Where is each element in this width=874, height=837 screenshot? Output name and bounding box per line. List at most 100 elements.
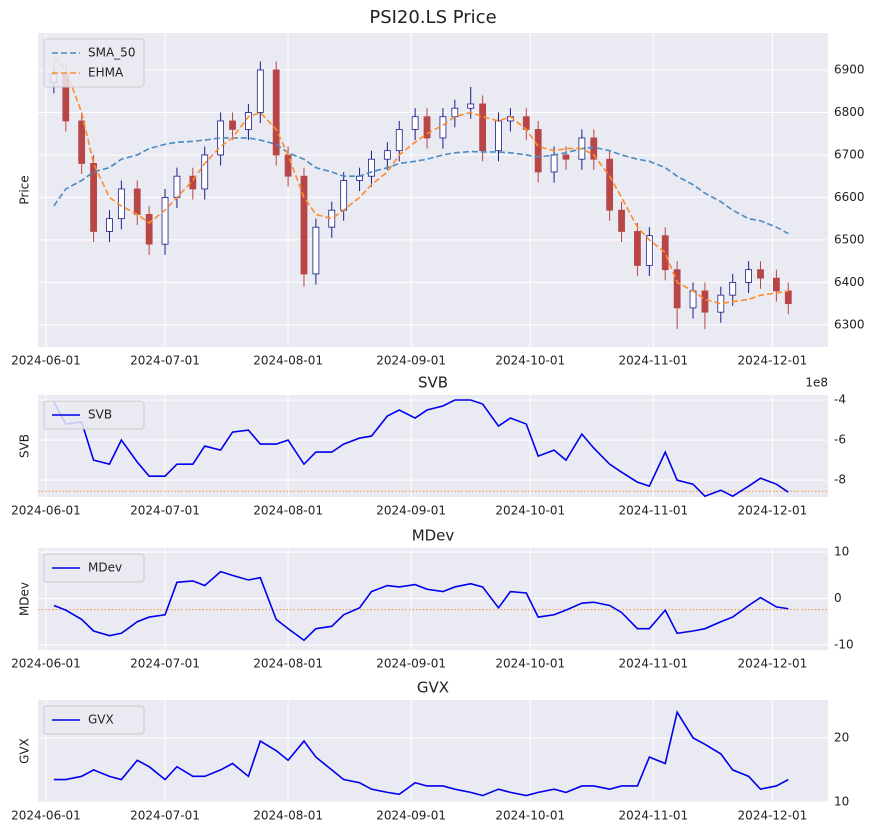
x-tick-label: 2024-06-01 [11,657,81,671]
x-tick-label: 2024-07-01 [130,657,200,671]
y-tick-label: -6 [834,433,846,447]
y-tick-label: 6600 [834,190,865,204]
candle-body [495,120,502,152]
candle-body [173,175,181,198]
y-tick-label: 10 [834,545,849,559]
chart-title: PSI20.LS Price [369,7,496,28]
x-tick-label: 2024-11-01 [618,354,688,368]
x-tick-label: 2024-09-01 [376,809,446,823]
x-tick-label: 2024-09-01 [376,354,446,368]
x-tick-label: 2024-09-01 [376,657,446,671]
candle-body [701,290,709,313]
candle-body [284,154,292,177]
x-tick-label: 2024-08-01 [253,809,323,823]
panel-title: SVB [418,374,448,392]
x-tick-label: 2024-10-01 [495,354,565,368]
x-tick-label: 2024-08-01 [253,354,323,368]
y-tick-label: 10 [834,795,849,809]
candle-body [729,282,737,296]
candle-body [229,120,236,130]
legend-box [43,553,145,583]
candle-body [133,188,141,215]
series-line [53,710,789,797]
candle-body [300,175,308,275]
candle-body [745,269,753,283]
y-tick-label: 6900 [834,62,865,76]
candle-body [368,158,375,177]
candle-body [245,112,252,130]
y-axis-label: SVB [18,434,32,458]
y-tick-label: -8 [834,473,846,487]
y-tick-label: 6800 [834,105,865,119]
x-tick-label: 2024-06-01 [11,809,81,823]
x-tick-label: 2024-08-01 [253,504,323,518]
series-line [53,399,789,498]
plot-area [38,395,828,497]
y-tick-label: 6400 [834,275,865,289]
x-tick-label: 2024-07-01 [130,809,200,823]
candle-body [439,116,447,139]
y-tick-label: 6700 [834,147,865,161]
series-line [53,570,789,642]
candle-body [467,103,475,109]
legend-box [43,400,145,430]
candle-body [689,290,697,309]
candle-body [645,235,653,266]
x-tick-label: 2024-11-01 [618,809,688,823]
legend-label: GVX [88,713,114,727]
y-axis-label: MDev [18,582,32,616]
x-tick-label: 2024-08-01 [253,657,323,671]
x-tick-label: 2024-06-01 [11,354,81,368]
candle-body [161,197,169,245]
candle-body [383,150,391,160]
candle-body [618,209,625,232]
candle-body [451,107,459,118]
x-tick-label: 2024-11-01 [618,504,688,518]
candle-body [312,226,320,275]
candle-body [784,290,792,305]
candle-body [411,116,419,130]
x-tick-label: 2024-10-01 [495,504,565,518]
candle-body [145,214,153,245]
candle-body [256,69,264,113]
panel-title: GVX [417,679,449,697]
x-tick-label: 2024-12-01 [738,504,808,518]
legend-box [43,38,145,88]
candle-body [272,69,280,156]
y-tick-label: -10 [834,637,854,651]
legend-label: SVB [88,408,112,422]
y-axis-label: GVX [18,738,32,764]
legend-label: EHMA [88,66,124,80]
x-tick-label: 2024-07-01 [130,504,200,518]
candle-body [757,269,764,279]
legend-box [43,705,145,735]
plot-area [38,700,828,802]
panel-title: MDev [412,527,455,545]
candle-body [106,218,113,232]
candle-body [479,103,487,152]
candle-body [772,277,780,292]
x-tick-label: 2024-09-01 [376,504,446,518]
candle-body [634,231,641,266]
candle-body [423,116,431,139]
y-tick-label: 0 [834,591,842,605]
candle-body [534,129,542,173]
x-tick-label: 2024-07-01 [130,354,200,368]
x-tick-label: 2024-10-01 [495,809,565,823]
candle-body [201,154,209,190]
candle-body [78,120,86,164]
x-tick-label: 2024-06-01 [11,504,81,518]
x-tick-label: 2024-11-01 [618,657,688,671]
x-tick-label: 2024-12-01 [738,657,808,671]
candle-body [550,154,558,173]
y-tick-label: 6300 [834,317,865,331]
candle-body [90,163,97,232]
x-tick-label: 2024-12-01 [738,809,808,823]
offset-text: 1e8 [805,376,828,390]
legend-label: MDev [88,561,122,575]
candle-body [340,180,348,211]
x-tick-label: 2024-10-01 [495,657,565,671]
series-line [53,137,789,235]
candle-body [606,158,614,211]
